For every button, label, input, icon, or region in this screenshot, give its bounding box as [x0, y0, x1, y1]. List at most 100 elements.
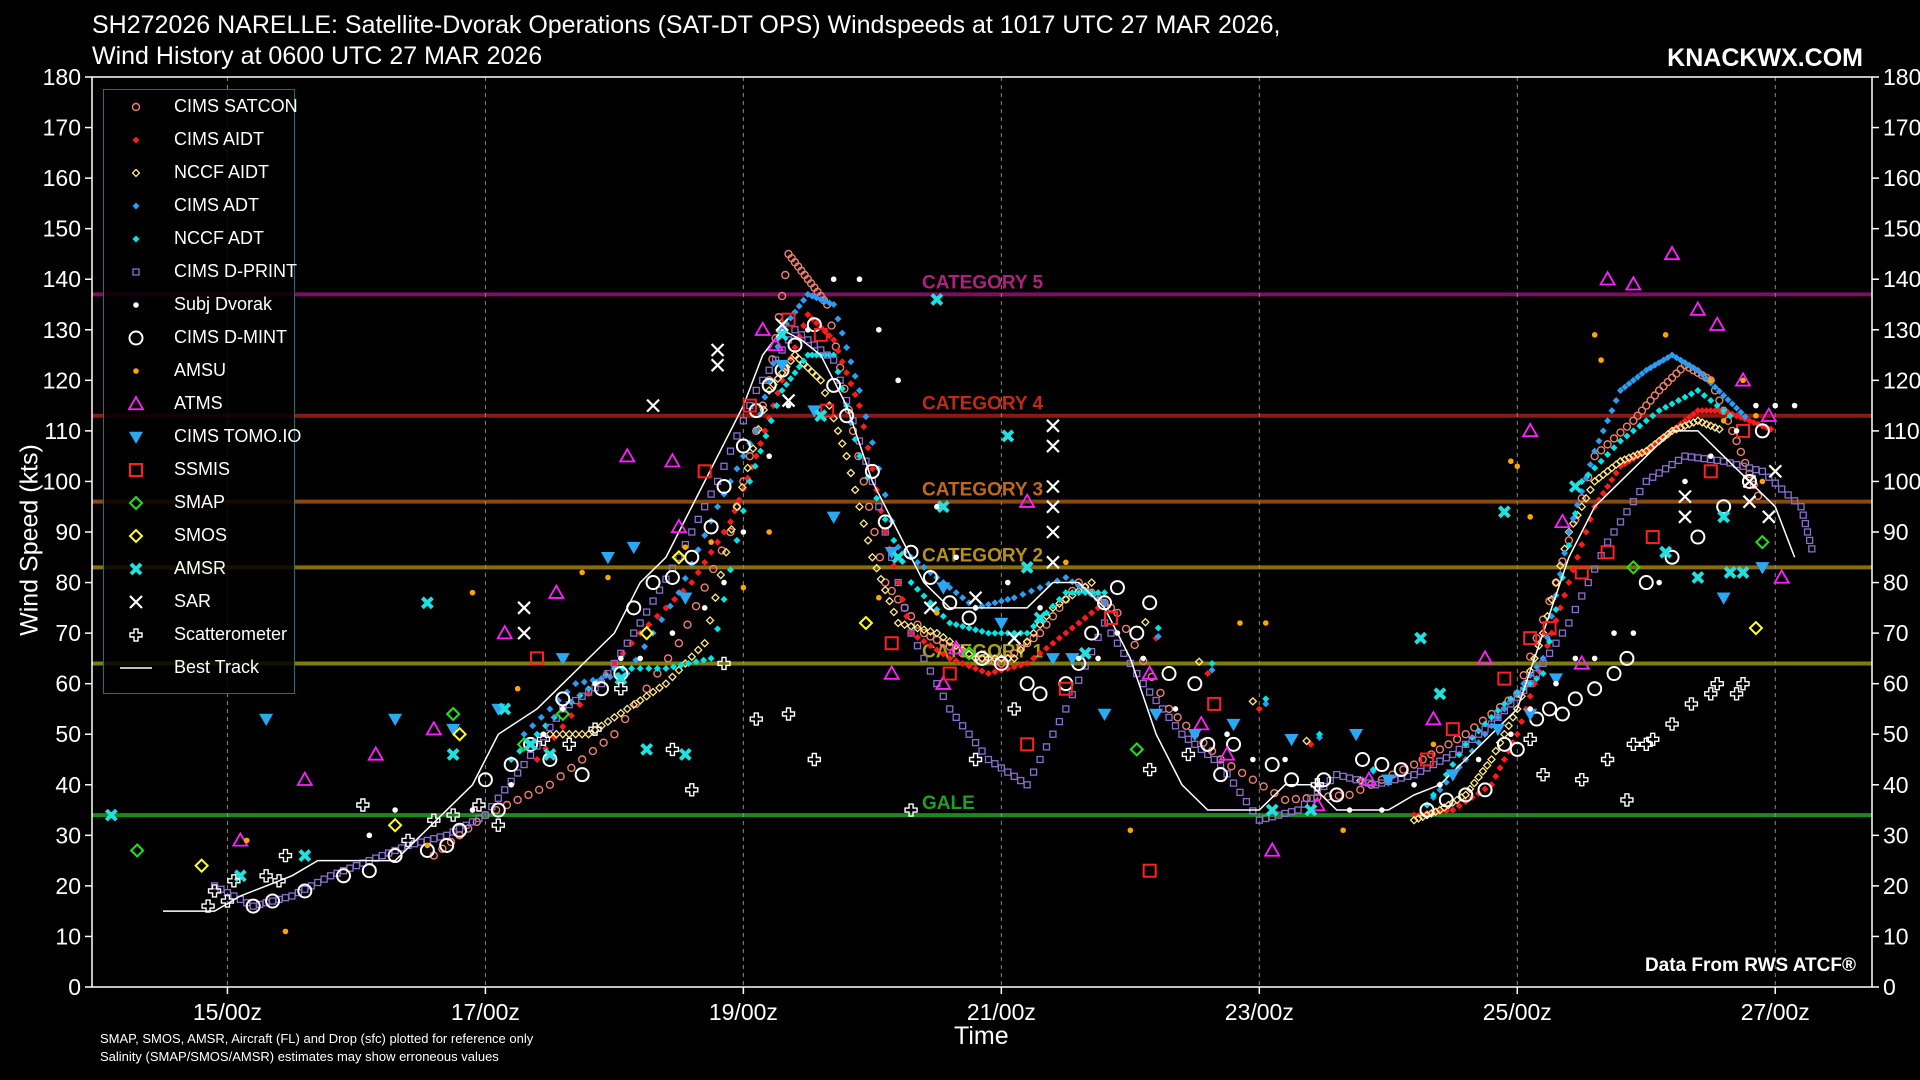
point-ssmis [942, 666, 957, 681]
point-nccf-adt [1546, 638, 1554, 646]
point-nccf-aidt [1087, 578, 1097, 587]
point-cims-aidt [1702, 407, 1710, 415]
point-amsu [1759, 478, 1766, 485]
point-nccf-adt [677, 661, 685, 669]
point-cims-satcon [1418, 755, 1427, 764]
legend-label: SAR [174, 591, 212, 611]
point-cims-d-mint [942, 595, 958, 611]
point-nccf-adt [795, 363, 803, 371]
point-cims-tomo-io [936, 582, 951, 595]
point-nccf-adt [1668, 400, 1676, 408]
point-atms [1624, 275, 1642, 291]
point-cims-d-print [1668, 460, 1676, 469]
point-cims-d-print [630, 629, 638, 637]
y-tick-label-right: 140 [1883, 266, 1920, 292]
point-cims-satcon [777, 291, 787, 301]
point-cims-tomo-io [826, 511, 841, 524]
series-best-track [162, 328, 1796, 912]
point-atms [1141, 664, 1159, 680]
point-cims-adt [1004, 595, 1012, 603]
point-nccf-adt [1075, 589, 1083, 597]
point-cims-d-print [1565, 619, 1573, 627]
point-nccf-aidt [1302, 736, 1312, 746]
point-ssmis [1142, 863, 1157, 878]
x-tick-label: 21/00z [967, 999, 1036, 1025]
point-nccf-adt [773, 402, 781, 410]
point-nccf-adt [714, 625, 722, 633]
point-atms [1424, 710, 1443, 726]
point-nccf-adt [907, 579, 915, 587]
legend-item-cims-adt: CIMS ADT [104, 189, 294, 222]
point-cims-d-print [1171, 722, 1180, 730]
point-cims-aidt [1455, 802, 1463, 810]
point-cims-d-print [501, 786, 509, 794]
point-cims-d-mint [1032, 686, 1048, 702]
point-cims-satcon [1616, 428, 1625, 437]
point-cims-satcon [1270, 789, 1279, 798]
point-subj-dvorak [1379, 807, 1385, 813]
point-scatterometer [717, 656, 731, 671]
point-nccf-adt [1616, 437, 1624, 445]
point-amsr [1020, 560, 1034, 574]
point-smos [194, 858, 210, 874]
point-cims-tomo-io [1490, 723, 1505, 737]
threshold-label-category-3: CATEGORY 3 [922, 480, 1043, 501]
point-nccf-aidt [721, 547, 731, 557]
legend-symbol-ssmis-icon [129, 463, 143, 477]
point-subj-dvorak [508, 781, 515, 788]
point-cims-d-mint [1458, 787, 1474, 803]
point-cims-aidt [714, 538, 722, 546]
point-subj-dvorak [1224, 731, 1230, 738]
point-amsu [1514, 463, 1521, 470]
threshold-label-category-5: CATEGORY 5 [922, 272, 1043, 293]
point-nccf-adt [1068, 589, 1076, 597]
point-atms [1192, 715, 1210, 731]
point-amsu [1063, 559, 1069, 566]
point-cims-d-print [623, 639, 631, 647]
point-cims-d-mint [961, 610, 977, 626]
point-cims-d-print [1687, 453, 1696, 461]
point-nccf-aidt [1568, 519, 1578, 528]
point-cims-tomo-io [1445, 769, 1460, 782]
point-cims-satcon [1409, 760, 1419, 769]
legend-marker [131, 102, 141, 112]
point-nccf-aidt [880, 585, 890, 595]
point-cims-aidt [688, 579, 696, 587]
point-amsr [1497, 505, 1511, 519]
legend-item-cims-d-mint: CIMS D-MINT [104, 321, 294, 354]
legend-marker [129, 595, 143, 609]
legend-label: NCCF AIDT [174, 162, 270, 182]
point-nccf-adt [1539, 670, 1547, 678]
point-nccf-aidt [925, 627, 935, 636]
point-cims-aidt [1023, 659, 1031, 667]
point-scatterometer [427, 813, 441, 827]
y-tick-label-left: 0 [68, 974, 81, 1000]
point-nccf-aidt [1671, 424, 1681, 434]
point-cims-d-mint [735, 438, 751, 454]
point-nccf-adt [1591, 464, 1599, 472]
point-cims-d-mint [974, 650, 990, 666]
point-cims-adt [1621, 383, 1629, 391]
point-sar [1046, 555, 1060, 570]
point-nccf-adt [1675, 397, 1683, 405]
point-cims-adt [739, 452, 747, 460]
point-cims-satcon [1525, 652, 1535, 661]
point-ssmis [1542, 621, 1557, 636]
point-nccf-aidt [629, 700, 639, 710]
point-nccf-adt [1062, 589, 1070, 597]
point-cims-d-print [1139, 680, 1147, 688]
legend-label: Best Track [174, 657, 260, 677]
point-cims-aidt [1707, 407, 1715, 415]
point-smos [639, 625, 655, 641]
point-cims-satcon [1642, 401, 1651, 410]
y-tick-label-left: 10 [55, 923, 81, 949]
point-cims-satcon [438, 844, 447, 854]
point-cims-d-print [1758, 467, 1767, 475]
point-nccf-aidt [938, 632, 948, 642]
point-cims-d-print [1455, 745, 1463, 754]
point-ssmis [1600, 545, 1615, 560]
point-cims-satcon [1650, 391, 1660, 400]
chart-title-line-2: Wind History at 0600 UTC 27 MAR 2026 [92, 42, 543, 70]
point-nccf-aidt [1469, 778, 1479, 788]
point-cims-satcon [1237, 768, 1247, 778]
